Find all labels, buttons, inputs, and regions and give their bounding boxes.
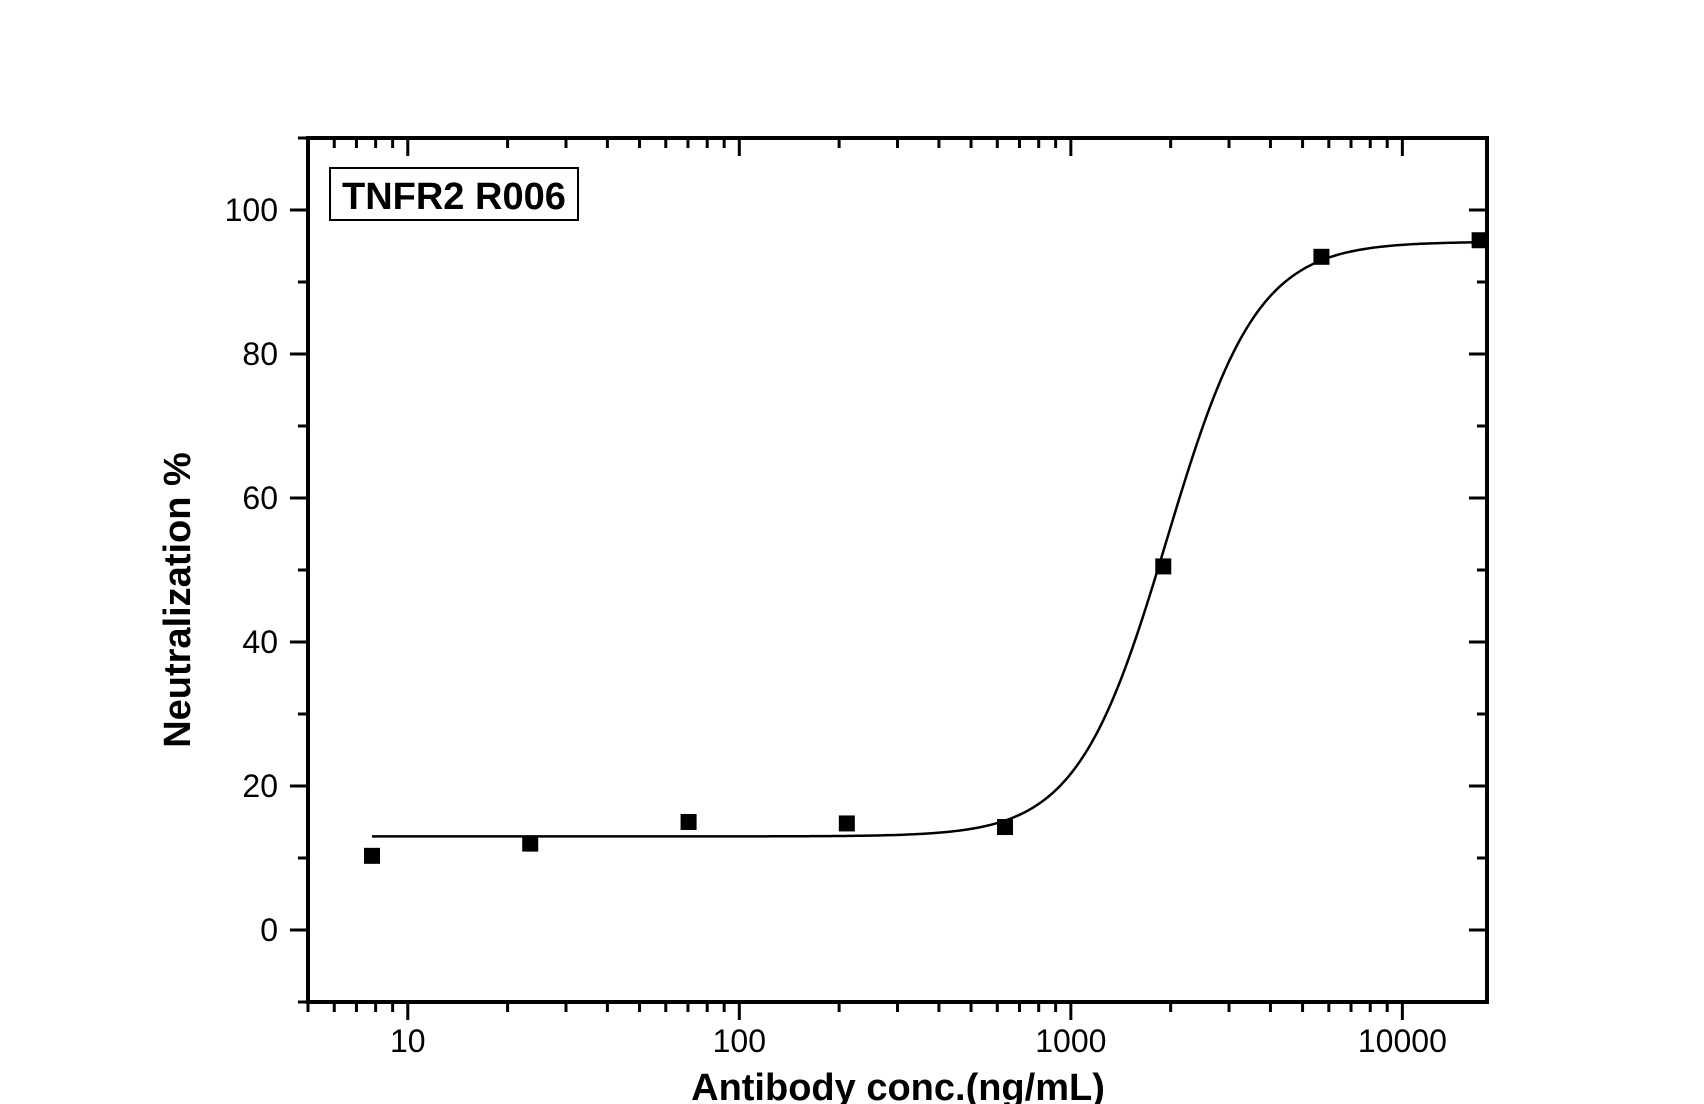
data-point xyxy=(364,847,381,864)
data-point xyxy=(680,814,697,830)
data-point xyxy=(838,815,855,832)
x-tick-label: 1000 xyxy=(1035,1023,1106,1059)
x-axis-ticks: 10 100 1000 10000 xyxy=(306,138,1447,1059)
x-tick-label: 10000 xyxy=(1358,1023,1447,1059)
data-point xyxy=(1313,248,1330,265)
y-tick-label: 60 xyxy=(242,480,278,516)
data-point xyxy=(1471,232,1488,249)
y-tick-label: 100 xyxy=(225,192,278,228)
y-tick-label: 80 xyxy=(242,336,278,372)
data-points-layer xyxy=(364,232,1488,864)
annotation-label: TNFR2 R006 xyxy=(342,176,566,218)
x-tick-label: 100 xyxy=(713,1023,766,1059)
x-tick-label: 10 xyxy=(390,1023,426,1059)
y-tick-label: 0 xyxy=(260,912,278,948)
data-point xyxy=(522,835,539,852)
fit-curve-layer xyxy=(372,241,1480,838)
data-point xyxy=(1155,558,1172,575)
x-axis-title: Antibody conc.(ng/mL) xyxy=(691,1067,1105,1104)
y-tick-label: 40 xyxy=(242,624,278,660)
y-axis-title: Neutralization % xyxy=(157,452,199,748)
plot-frame xyxy=(306,136,1489,1004)
y-axis-ticks: 0 20 40 60 80 100 xyxy=(225,136,1487,1004)
fit-curve xyxy=(372,241,1480,838)
data-point xyxy=(997,819,1014,836)
legend-box: TNFR2 R006 xyxy=(329,167,579,221)
y-tick-label: 20 xyxy=(242,768,278,804)
plot-border xyxy=(306,136,1489,1004)
